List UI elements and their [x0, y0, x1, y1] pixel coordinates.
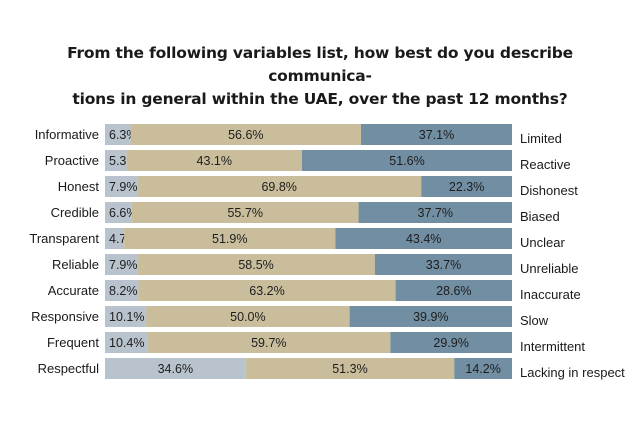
data-label: 7.9% — [109, 258, 138, 272]
right-label: Intermittent — [520, 339, 585, 354]
bar-segment-positive — [105, 228, 125, 249]
category-label: Frequent — [47, 335, 99, 350]
data-label: 6.3% — [109, 128, 138, 142]
category-label: Accurate — [48, 283, 99, 298]
bar-segment-neutral — [130, 124, 362, 145]
data-label: 50.0% — [230, 310, 265, 324]
data-label: 51.6% — [389, 154, 424, 168]
data-label: 10.1% — [109, 310, 144, 324]
bar-segment-negative — [374, 254, 512, 275]
category-label: Transparent — [29, 231, 99, 246]
data-label: 63.2% — [249, 284, 284, 298]
data-label: 33.7% — [426, 258, 461, 272]
bar-segment-positive — [105, 254, 138, 275]
chart-title-line-2: tions in general within the UAE, over th… — [72, 90, 568, 108]
data-label: 51.3% — [332, 362, 367, 376]
right-label: Inaccurate — [520, 287, 581, 302]
bar-segment-positive — [105, 280, 139, 301]
data-label: 6.6% — [109, 206, 138, 220]
category-label: Reliable — [52, 257, 99, 272]
bar-segment-neutral — [137, 254, 375, 275]
right-label: Limited — [520, 131, 562, 146]
category-label: Informative — [35, 127, 99, 142]
bar-segment-positive — [105, 176, 138, 197]
data-label: 8.2% — [109, 284, 138, 298]
data-label: 37.7% — [418, 206, 453, 220]
bar-segment-neutral — [146, 306, 350, 327]
data-label: 39.9% — [413, 310, 448, 324]
data-label: 10.4% — [109, 336, 144, 350]
category-label: Honest — [58, 179, 100, 194]
bar-segment-positive — [105, 124, 131, 145]
data-label: 59.7% — [251, 336, 286, 350]
right-label: Unreliable — [520, 261, 579, 276]
bar-segment-neutral — [245, 358, 455, 379]
bar-segment-neutral — [126, 150, 302, 171]
data-label: 56.6% — [228, 128, 263, 142]
data-label: 43.4% — [406, 232, 441, 246]
bar-segment-negative — [361, 124, 512, 145]
bar-segment-neutral — [138, 280, 396, 301]
bar-segment-positive — [105, 150, 127, 171]
category-label: Proactive — [45, 153, 99, 168]
bar-segment-negative — [301, 150, 512, 171]
data-label: 14.2% — [465, 362, 500, 376]
right-label: Dishonest — [520, 183, 578, 198]
data-label: 34.6% — [158, 362, 193, 376]
bar-segment-negative — [454, 358, 512, 379]
data-label: 55.7% — [227, 206, 262, 220]
data-label: 51.9% — [212, 232, 247, 246]
bar-segment-negative — [349, 306, 512, 327]
bar-segment-neutral — [137, 176, 422, 197]
chart-title-line-1: From the following variables list, how b… — [67, 44, 573, 85]
category-label: Respectful — [38, 361, 100, 376]
right-label: Unclear — [520, 235, 565, 250]
bar-segment-positive — [105, 332, 148, 353]
bar-segment-negative — [421, 176, 512, 197]
right-label: Reactive — [520, 157, 571, 172]
data-label: 43.1% — [197, 154, 232, 168]
data-label: 69.8% — [261, 180, 296, 194]
right-label: Biased — [520, 209, 560, 224]
data-label: 7.9% — [109, 180, 138, 194]
bar-segment-positive — [105, 202, 132, 223]
bar-segment-neutral — [131, 202, 359, 223]
data-label: 58.5% — [238, 258, 273, 272]
bar-segment-negative — [358, 202, 512, 223]
data-label: 22.3% — [449, 180, 484, 194]
category-label: Credible — [51, 205, 99, 220]
right-label: Slow — [520, 313, 549, 328]
data-label: 29.9% — [433, 336, 468, 350]
bar-segment-neutral — [147, 332, 391, 353]
data-label: 37.1% — [419, 128, 454, 142]
bar-segment-negative — [390, 332, 512, 353]
bar-segment-neutral — [124, 228, 336, 249]
bar-segment-positive — [105, 306, 147, 327]
data-label: 28.6% — [436, 284, 471, 298]
bar-segment-negative — [335, 228, 512, 249]
chart-title: From the following variables list, how b… — [30, 42, 610, 111]
category-label: Responsive — [31, 309, 99, 324]
bar-segment-positive — [105, 358, 246, 379]
bar-segment-negative — [395, 280, 512, 301]
right-label: Lacking in respect — [520, 365, 625, 380]
